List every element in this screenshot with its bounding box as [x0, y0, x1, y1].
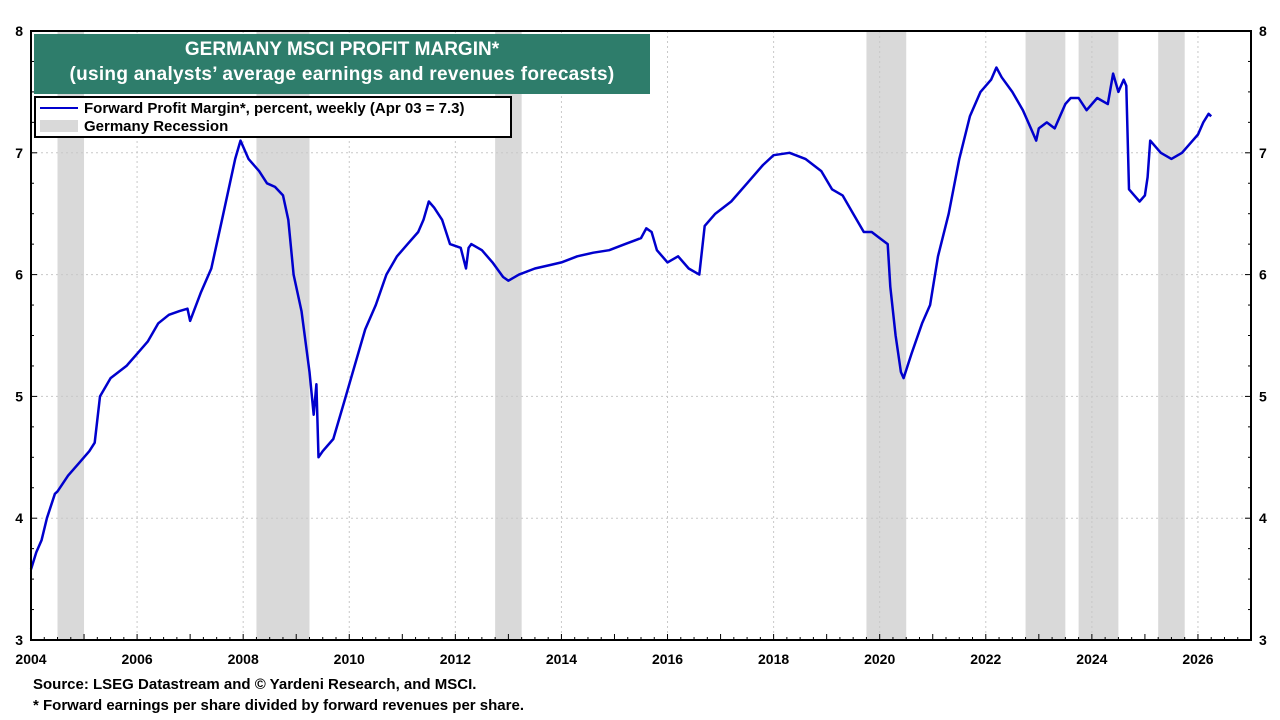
legend-item-recession: Germany Recession	[40, 117, 228, 135]
legend-series-label: Forward Profit Margin*, percent, weekly …	[84, 99, 465, 117]
x-tick-label-2012: 2012	[440, 651, 471, 667]
x-tick-label-2026: 2026	[1182, 651, 1213, 667]
y-tick-label-left-3: 3	[15, 632, 23, 648]
footnote: * Forward earnings per share divided by …	[33, 697, 525, 714]
x-tick-label-2008: 2008	[228, 651, 259, 667]
chart-title: GERMANY MSCI PROFIT MARGIN*	[184, 39, 500, 60]
x-tick-label-2022: 2022	[970, 651, 1001, 667]
x-tick-label-2010: 2010	[334, 651, 365, 667]
y-tick-label-right-7: 7	[1259, 145, 1267, 161]
y-tick-label-right-8: 8	[1259, 23, 1267, 39]
series-line-1	[29, 66, 1213, 570]
x-tick-label-2024: 2024	[1076, 651, 1107, 667]
y-tick-label-right-3: 3	[1259, 632, 1267, 648]
series-line-group	[29, 66, 1213, 570]
legend-item-series: Forward Profit Margin*, percent, weekly …	[40, 99, 465, 117]
x-tick-label-2014: 2014	[546, 651, 577, 667]
x-tick-label-2004: 2004	[15, 651, 46, 667]
y-tick-label-left-7: 7	[15, 145, 23, 161]
y-tick-label-right-5: 5	[1259, 388, 1267, 404]
recession-band-6	[1078, 31, 1119, 640]
y-tick-label-left-5: 5	[15, 388, 23, 404]
chart-subtitle: (using analysts’ average earnings and re…	[69, 64, 615, 85]
recession-band-7	[1158, 31, 1185, 640]
legend-line-icon	[40, 107, 78, 109]
x-tick-label-2006: 2006	[122, 651, 153, 667]
source-note: Source: LSEG Datastream and © Yardeni Re…	[33, 676, 477, 693]
legend-recession-swatch-icon	[40, 120, 78, 132]
y-tick-label-left-8: 8	[15, 23, 23, 39]
x-tick-label-2018: 2018	[758, 651, 789, 667]
legend-recession-label: Germany Recession	[84, 117, 229, 135]
x-tick-label-2020: 2020	[864, 651, 895, 667]
y-tick-label-left-6: 6	[15, 267, 23, 283]
x-tick-label-2016: 2016	[652, 651, 683, 667]
y-tick-label-right-4: 4	[1259, 510, 1267, 526]
y-tick-label-right-6: 6	[1259, 267, 1267, 283]
chart-title-box: GERMANY MSCI PROFIT MARGIN* (using analy…	[34, 34, 650, 94]
legend: Forward Profit Margin*, percent, weekly …	[34, 96, 512, 138]
recession-band-4	[866, 31, 907, 640]
y-tick-label-left-4: 4	[15, 510, 23, 526]
axis-ticks: 3 3 4 4 5 5 6 6 7 7 8 8 2004 2006 2008 2010 2012 2014 2016…	[15, 23, 1267, 667]
